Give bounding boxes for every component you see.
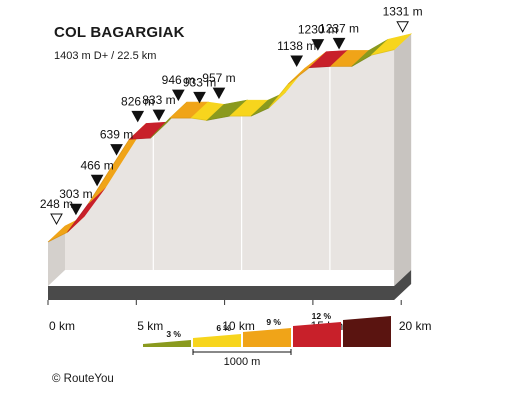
legend-label: 3 % <box>166 329 181 339</box>
legend-label: 6 % <box>216 323 231 333</box>
x-tick-label: 10 km <box>222 319 255 333</box>
x-tick-label: 0 km <box>49 319 75 333</box>
profile-base-strip <box>48 270 412 300</box>
legend-swatch <box>243 328 291 347</box>
ribbon-front-edge <box>47 49 395 243</box>
profile-side-wall <box>65 33 412 271</box>
legend-swatch <box>193 334 241 347</box>
page-subtitle: 1403 m D+ / 22.5 km <box>54 50 157 62</box>
filled-triangle-marker-icon <box>131 110 145 123</box>
profile-side-layer <box>48 33 412 300</box>
elevation-label: 1331 m <box>383 5 423 19</box>
filled-triangle-marker-icon <box>311 39 325 51</box>
filled-triangle-marker-icon <box>290 55 304 68</box>
elevation-label: 946 m <box>162 73 195 87</box>
elevation-label: 248 m <box>40 197 73 211</box>
elevation-label: 1138 m <box>277 39 316 53</box>
legend-swatch <box>343 316 391 347</box>
legend-label: 12 % <box>312 311 332 321</box>
profile-end-cap <box>394 33 412 287</box>
x-tick-label: 20 km <box>399 319 432 333</box>
elevation-label: 466 m <box>80 158 113 172</box>
credit-text: © RouteYou <box>52 373 114 385</box>
profile-top-layer <box>47 33 413 243</box>
elevation-label: 826 m <box>121 94 154 108</box>
elevation-label: 303 m <box>59 187 92 201</box>
filled-triangle-marker-icon <box>172 89 185 102</box>
filled-triangle-marker-icon <box>152 109 166 122</box>
legend-label: 9 % <box>266 317 281 327</box>
filled-triangle-marker-icon <box>69 203 83 216</box>
elevation-label: 957 m <box>202 71 235 85</box>
elevation-label: 1237 m <box>319 21 359 35</box>
open-triangle-marker-icon <box>396 21 409 33</box>
filled-triangle-marker-icon <box>332 37 346 50</box>
elevation-label: 1230 m <box>298 23 338 37</box>
legend-swatch <box>143 340 191 347</box>
scale-label: 1000 m <box>224 356 261 368</box>
profile-start-face <box>48 225 65 286</box>
page-title: COL BAGARGIAK <box>54 24 185 41</box>
open-triangle-marker-icon <box>50 213 63 226</box>
filled-triangle-marker-icon <box>110 144 123 156</box>
filled-triangle-marker-icon <box>90 174 104 187</box>
elevation-label: 833 m <box>142 93 175 107</box>
filled-triangle-marker-icon <box>212 87 226 100</box>
filled-triangle-marker-icon <box>193 91 206 104</box>
legend: 3 % 6 % 9 % 12 % 1000 m <box>143 311 391 368</box>
elevation-label: 933 m <box>183 75 216 89</box>
x-tick-label: 5 km <box>137 319 163 333</box>
legend-swatch <box>293 322 341 347</box>
ribbon-segment <box>370 33 413 56</box>
elevation-label: 639 m <box>100 128 133 142</box>
